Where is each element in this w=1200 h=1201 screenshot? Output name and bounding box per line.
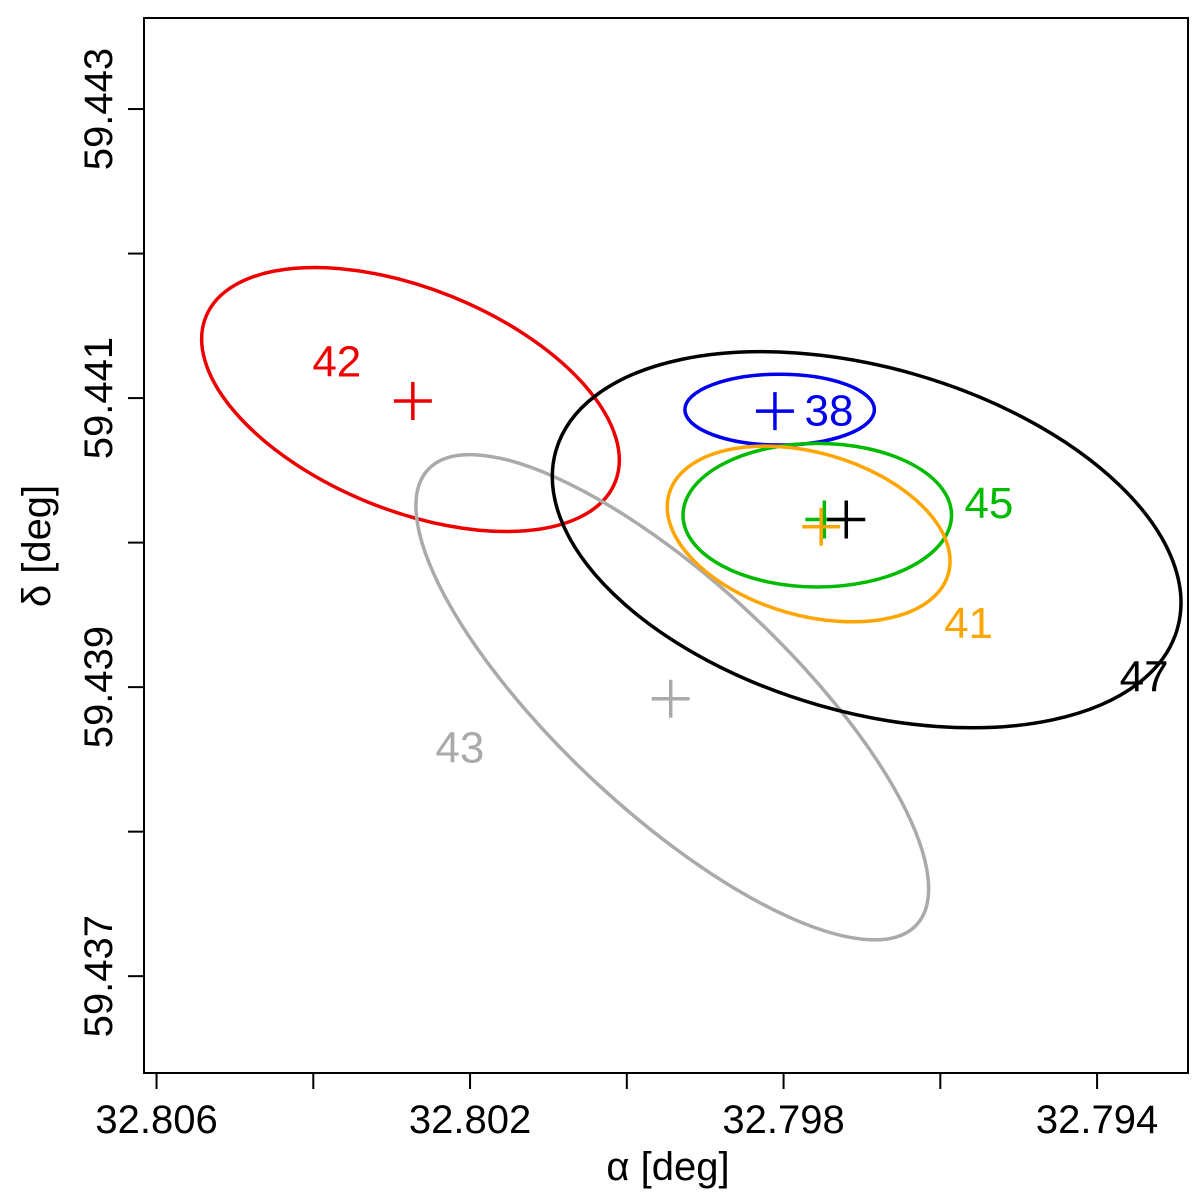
marker-38 [755,392,794,431]
ellipse-label-47: 47 [1120,653,1169,702]
ellipse-41 [665,444,952,624]
marker-47 [827,500,866,539]
marker-42 [393,381,432,420]
ellipse-47 [550,349,1183,730]
x-tick-label: 32.794 [1036,1098,1158,1142]
x-axis: 32.806 32.802 32.798 32.794 [95,1073,1158,1142]
error-ellipses [199,265,1183,942]
y-axis-label: δ [deg] [15,485,59,607]
x-tick-label: 32.798 [722,1098,844,1142]
x-tick-label: 32.806 [95,1098,217,1142]
marker-43 [651,679,690,718]
ellipse-45 [681,441,954,589]
ellipse-labels: 42 43 47 38 45 41 [312,337,1168,772]
y-axis: 59.443 59.441 59.439 59.437 [77,48,144,1037]
y-tick-label: 59.441 [77,337,121,459]
ellipse-42 [199,265,622,534]
y-tick-label: 59.439 [77,626,121,748]
plot-frame [143,17,1189,1074]
ellipse-43 [414,452,931,942]
marker-41 [802,507,841,546]
position-markers [393,381,866,718]
ellipse-label-41: 41 [944,599,993,648]
ellipse-label-42: 42 [312,337,361,386]
ellipse-label-38: 38 [805,387,854,436]
ellipse-label-45: 45 [964,479,1013,528]
y-tick-label: 59.437 [77,915,121,1037]
ellipse-label-43: 43 [435,723,484,772]
y-tick-label: 59.443 [77,48,121,170]
x-axis-label: α [deg] [606,1145,729,1189]
x-tick-label: 32.802 [409,1098,531,1142]
